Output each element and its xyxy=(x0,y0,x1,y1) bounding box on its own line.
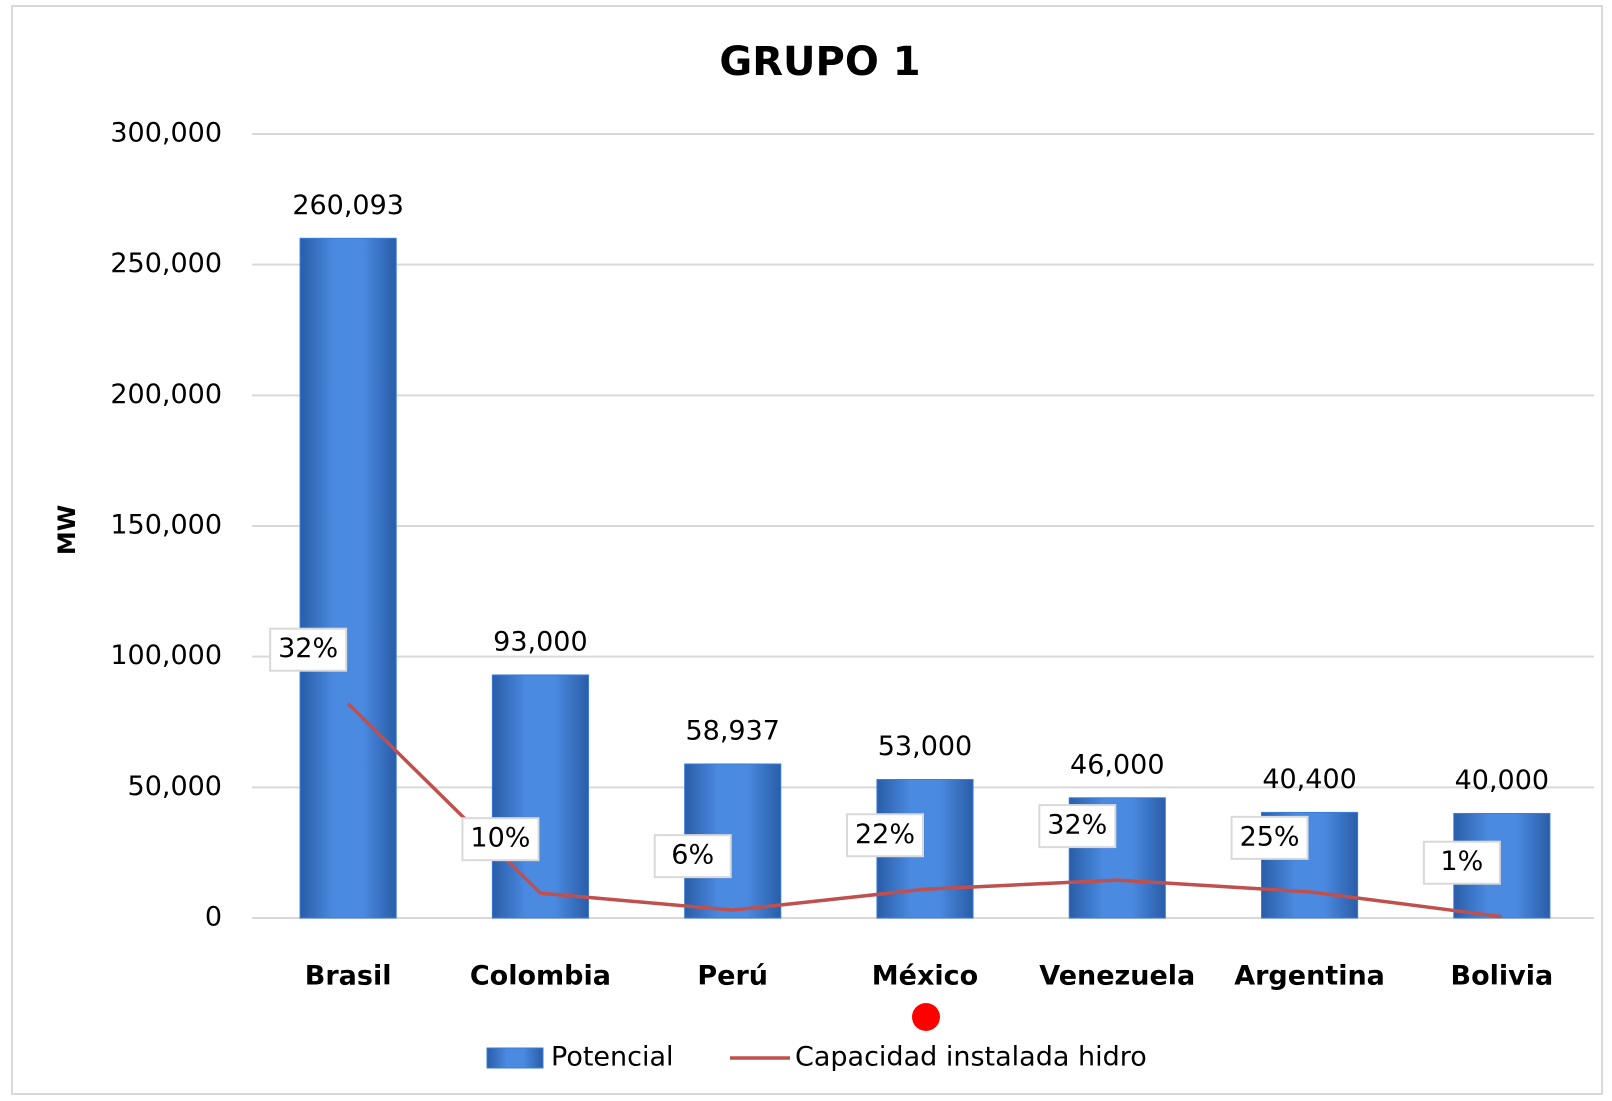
line xyxy=(346,702,1503,919)
y-tick-label: 250,000 xyxy=(110,248,222,279)
chart-border xyxy=(11,5,1603,1095)
x-tick-label: Colombia xyxy=(470,961,611,992)
legend-label: Potencial xyxy=(551,1042,674,1073)
x-tick-label: Brasil xyxy=(305,961,392,992)
x-tick-label: Perú xyxy=(697,961,768,992)
data-label: 40,000 xyxy=(1455,765,1549,796)
chart-title: GRUPO 1 xyxy=(719,39,920,85)
data-label: 1% xyxy=(1440,846,1483,877)
legend-swatch xyxy=(486,1047,544,1069)
x-tick-label: México xyxy=(872,961,978,992)
data-label-box xyxy=(1038,804,1117,849)
y-tick-label: 200,000 xyxy=(110,379,222,410)
y-tick-label: 300,000 xyxy=(110,118,222,149)
bar xyxy=(491,674,590,919)
click-marker xyxy=(912,1003,940,1031)
data-label: 10% xyxy=(470,823,530,854)
y-tick-label: 50,000 xyxy=(128,771,222,802)
data-label: 6% xyxy=(671,840,714,871)
data-label: 53,000 xyxy=(878,731,972,762)
data-label: 40,400 xyxy=(1262,764,1356,795)
data-label: 46,000 xyxy=(1070,749,1164,780)
y-tick-label: 100,000 xyxy=(110,640,222,671)
y-tick-label: 0 xyxy=(205,902,222,933)
data-label-box xyxy=(269,627,348,672)
y-axis-label: MW xyxy=(53,505,81,555)
x-tick-label: Argentina xyxy=(1234,961,1385,992)
legend-label: Capacidad instalada hidro xyxy=(795,1042,1147,1073)
data-label: 58,937 xyxy=(685,715,779,746)
data-label: 32% xyxy=(1047,810,1107,841)
x-tick-label: Venezuela xyxy=(1039,961,1195,992)
y-tick-label: 150,000 xyxy=(110,510,222,541)
data-label: 260,093 xyxy=(292,190,404,221)
data-label: 22% xyxy=(855,819,915,850)
bar xyxy=(299,237,397,919)
data-label-box xyxy=(846,813,924,858)
x-tick-label: Bolivia xyxy=(1450,961,1553,992)
data-label-box xyxy=(461,817,540,862)
data-label: 25% xyxy=(1240,821,1300,852)
data-label-box xyxy=(1422,840,1501,885)
data-label-box xyxy=(1230,815,1309,860)
data-label: 32% xyxy=(278,633,338,664)
data-label-box xyxy=(653,834,732,879)
data-label: 93,000 xyxy=(493,626,587,657)
